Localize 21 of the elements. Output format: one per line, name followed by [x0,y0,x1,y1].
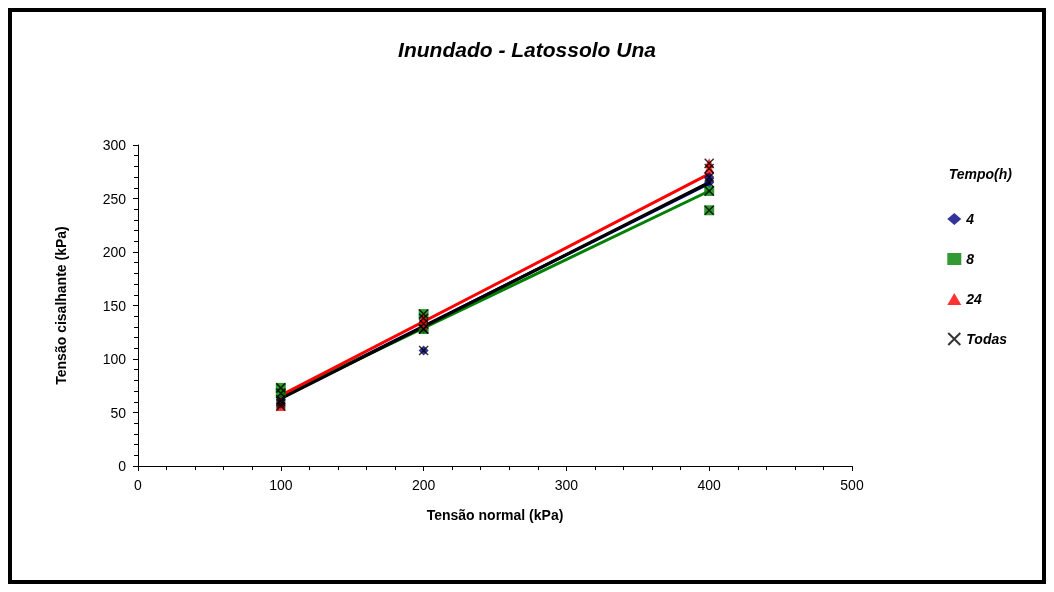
y-tick-label: 100 [102,351,127,367]
x-tick-label: 0 [134,477,143,493]
chart-title: Inundado - Latossolo Una [398,38,657,61]
x-tick-label: 400 [697,477,722,493]
legend-label: 8 [966,251,975,267]
y-tick-label: 250 [102,190,127,207]
x-tick-label: 500 [840,477,864,493]
y-tick-label: 300 [102,137,127,153]
y-tick-label: 0 [118,458,127,474]
y-tick-label: 150 [102,297,127,314]
legend-title: Tempo(h) [948,166,1013,182]
legend-label: 24 [965,291,983,307]
x-tick-label: 200 [411,477,436,493]
x-axis-title: Tensão normal (kPa) [426,507,564,523]
y-axis-title: Tensão cisalhante (kPa) [53,226,69,385]
legend-label: 4 [965,211,975,227]
x-tick-label: 100 [269,477,293,493]
x-tick-label: 300 [554,477,579,493]
y-tick-label: 50 [110,404,127,421]
legend-label: Todas [966,331,1008,347]
y-tick-label: 200 [102,244,127,260]
